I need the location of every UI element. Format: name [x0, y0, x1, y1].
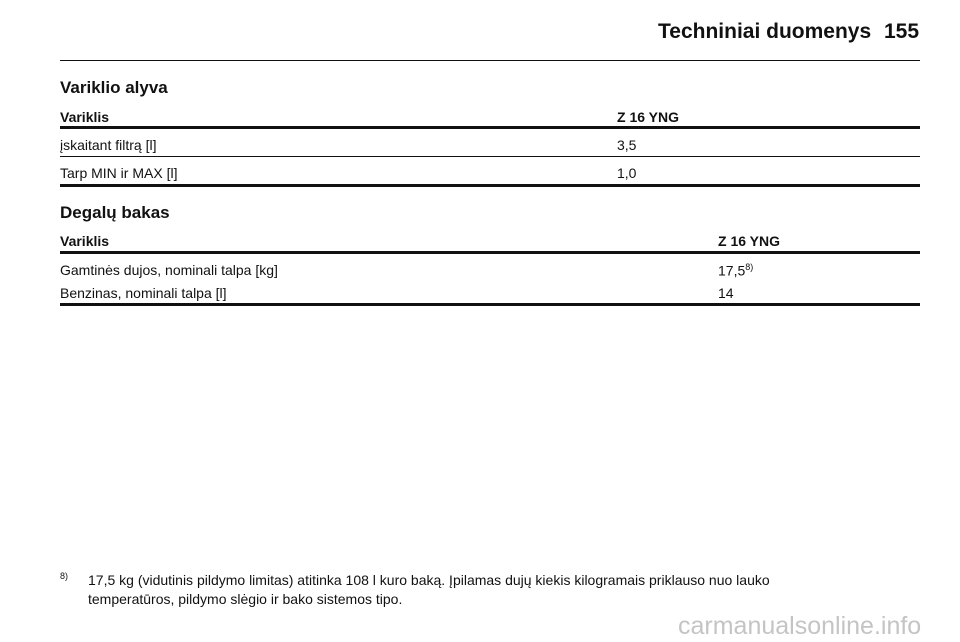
- row-label: įskaitant filtrą [l]: [60, 137, 157, 153]
- footnote-marker: 8): [60, 571, 69, 581]
- rule: [60, 126, 920, 129]
- header-title: Techniniai duomenys: [658, 20, 872, 43]
- row-value: 3,5: [617, 137, 637, 153]
- value: 17,5: [718, 262, 746, 279]
- column-header: Variklis: [60, 233, 110, 249]
- column-header: Variklis: [60, 109, 110, 125]
- rule: [60, 184, 920, 187]
- rule: [60, 156, 920, 157]
- row-label: Gamtinės dujos, nominali talpa [kg]: [60, 262, 278, 278]
- row-value: 17,58): [718, 263, 753, 278]
- header-rule: [60, 60, 920, 61]
- row-value: 14: [718, 285, 734, 301]
- footnote-line: 17,5 kg (vidutinis pildymo limitas) atit…: [88, 572, 770, 588]
- rule: [60, 303, 920, 306]
- page-number: 155: [884, 20, 920, 43]
- row-label: Benzinas, nominali talpa [l]: [60, 285, 227, 301]
- watermark: carmanualsonline.info: [678, 612, 922, 640]
- section-title: Variklio alyva: [60, 78, 168, 97]
- row-value: 1,0: [617, 165, 637, 181]
- rule: [60, 251, 920, 254]
- footnote-line: temperatūros, pildymo slėgio ir bako sis…: [88, 591, 403, 607]
- column-header: Z 16 YNG: [718, 233, 780, 249]
- column-header: Z 16 YNG: [617, 109, 679, 125]
- footnote-ref: 8): [745, 262, 754, 272]
- row-label: Tarp MIN ir MAX [l]: [60, 165, 178, 181]
- section-title: Degalų bakas: [60, 203, 170, 222]
